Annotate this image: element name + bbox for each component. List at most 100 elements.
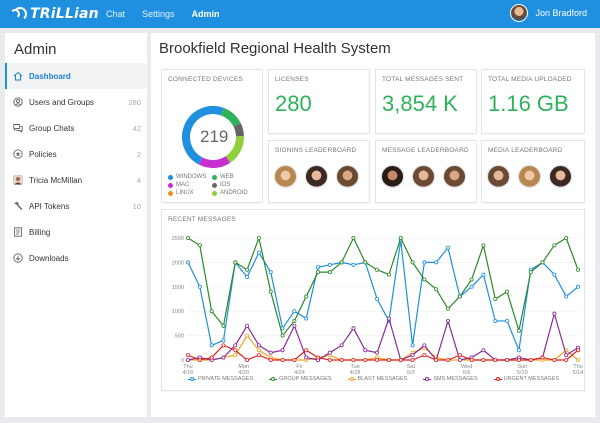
data-point-group-messages[interactable] (292, 318, 297, 323)
data-point-urgent-messages[interactable] (410, 357, 415, 362)
sidebar-item-policies[interactable]: Policies 2 (5, 141, 147, 167)
legend-sms-messages[interactable]: SMS MESSAGES (423, 376, 478, 382)
data-point-sms-messages[interactable] (410, 353, 415, 358)
data-point-urgent-messages[interactable] (469, 357, 474, 362)
avatar[interactable] (443, 165, 466, 188)
data-point-private-messages[interactable] (469, 284, 474, 289)
avatar[interactable] (549, 165, 572, 188)
data-point-urgent-messages[interactable] (552, 357, 557, 362)
trillian-logo[interactable]: TRiLLian (10, 6, 99, 22)
data-point-private-messages[interactable] (327, 262, 332, 267)
data-point-group-messages[interactable] (552, 243, 557, 248)
data-point-private-messages[interactable] (304, 316, 309, 321)
data-point-urgent-messages[interactable] (434, 357, 439, 362)
data-point-urgent-messages[interactable] (457, 353, 462, 358)
data-point-sms-messages[interactable] (292, 323, 297, 328)
data-point-group-messages[interactable] (197, 243, 202, 248)
data-point-sms-messages[interactable] (375, 350, 380, 355)
data-point-private-messages[interactable] (351, 262, 356, 267)
data-point-group-messages[interactable] (481, 243, 486, 248)
avatar[interactable] (274, 165, 297, 188)
data-point-urgent-messages[interactable] (575, 348, 580, 353)
data-point-urgent-messages[interactable] (292, 357, 297, 362)
legend-private-messages[interactable]: PRIVATE MESSAGES (188, 376, 253, 382)
data-point-sms-messages[interactable] (363, 348, 368, 353)
data-point-private-messages[interactable] (185, 260, 190, 265)
data-point-group-messages[interactable] (469, 277, 474, 282)
data-point-urgent-messages[interactable] (185, 353, 190, 358)
donut-segment-windows[interactable] (182, 106, 224, 165)
data-point-sms-messages[interactable] (422, 343, 427, 348)
data-point-private-messages[interactable] (552, 272, 557, 277)
nav-chat[interactable]: Chat (106, 9, 126, 19)
data-point-sms-messages[interactable] (233, 343, 238, 348)
sidebar-item-api-tokens[interactable]: API Tokens 10 (5, 193, 147, 219)
data-point-group-messages[interactable] (233, 260, 238, 265)
data-point-group-messages[interactable] (410, 260, 415, 265)
data-point-group-messages[interactable] (375, 267, 380, 272)
legend-group-messages[interactable]: GROUP MESSAGES (269, 376, 332, 382)
avatar[interactable] (381, 165, 404, 188)
data-point-group-messages[interactable] (493, 297, 498, 302)
data-point-group-messages[interactable] (304, 294, 309, 299)
data-point-sms-messages[interactable] (457, 357, 462, 362)
data-point-private-messages[interactable] (256, 250, 261, 255)
sidebar-item-tricia-mcmillan[interactable]: Tricia McMillan 4 (5, 167, 147, 193)
data-point-urgent-messages[interactable] (197, 357, 202, 362)
data-point-sms-messages[interactable] (327, 350, 332, 355)
data-point-group-messages[interactable] (505, 289, 510, 294)
data-point-blast-messages[interactable] (256, 348, 261, 353)
data-point-group-messages[interactable] (386, 272, 391, 277)
data-point-urgent-messages[interactable] (221, 343, 226, 348)
data-point-sms-messages[interactable] (221, 355, 226, 360)
data-point-urgent-messages[interactable] (528, 357, 533, 362)
donut-segment-web[interactable] (220, 107, 241, 127)
sidebar-item-group-chats[interactable]: Group Chats 42 (5, 115, 147, 141)
data-point-urgent-messages[interactable] (445, 357, 450, 362)
sidebar-item-users-and-groups[interactable]: Users and Groups 280 (5, 89, 147, 115)
data-point-private-messages[interactable] (505, 318, 510, 323)
data-point-private-messages[interactable] (245, 275, 250, 280)
data-point-urgent-messages[interactable] (398, 357, 403, 362)
data-point-group-messages[interactable] (540, 260, 545, 265)
data-point-urgent-messages[interactable] (540, 355, 545, 360)
data-point-sms-messages[interactable] (552, 311, 557, 316)
data-point-blast-messages[interactable] (245, 333, 250, 338)
data-point-sms-messages[interactable] (351, 326, 356, 331)
data-point-private-messages[interactable] (422, 260, 427, 265)
data-point-group-messages[interactable] (516, 328, 521, 333)
avatar[interactable] (305, 165, 328, 188)
data-point-group-messages[interactable] (268, 289, 273, 294)
data-point-group-messages[interactable] (256, 235, 261, 240)
data-point-private-messages[interactable] (434, 260, 439, 265)
data-point-private-messages[interactable] (268, 270, 273, 275)
data-point-sms-messages[interactable] (339, 343, 344, 348)
data-point-sms-messages[interactable] (445, 318, 450, 323)
data-point-urgent-messages[interactable] (422, 353, 427, 358)
data-point-group-messages[interactable] (327, 270, 332, 275)
legend-blast-messages[interactable]: BLAST MESSAGES (347, 376, 407, 382)
data-point-group-messages[interactable] (280, 333, 285, 338)
donut-segment-android[interactable] (225, 136, 244, 163)
data-point-urgent-messages[interactable] (304, 348, 309, 353)
data-point-private-messages[interactable] (292, 309, 297, 314)
data-point-blast-messages[interactable] (575, 357, 580, 362)
data-point-group-messages[interactable] (575, 267, 580, 272)
data-point-private-messages[interactable] (564, 294, 569, 299)
data-point-sms-messages[interactable] (280, 348, 285, 353)
data-point-private-messages[interactable] (445, 245, 450, 250)
legend-urgent-messages[interactable]: URGENT MESSAGES (493, 376, 559, 382)
data-point-urgent-messages[interactable] (363, 357, 368, 362)
data-point-group-messages[interactable] (528, 270, 533, 275)
avatar[interactable] (336, 165, 359, 188)
data-point-sms-messages[interactable] (268, 350, 273, 355)
data-point-urgent-messages[interactable] (233, 348, 238, 353)
data-point-urgent-messages[interactable] (351, 357, 356, 362)
data-point-private-messages[interactable] (197, 284, 202, 289)
data-point-sms-messages[interactable] (256, 343, 261, 348)
data-point-group-messages[interactable] (315, 270, 320, 275)
data-point-group-messages[interactable] (398, 235, 403, 240)
data-point-group-messages[interactable] (457, 294, 462, 299)
sidebar-item-downloads[interactable]: Downloads (5, 245, 147, 271)
data-point-group-messages[interactable] (564, 235, 569, 240)
